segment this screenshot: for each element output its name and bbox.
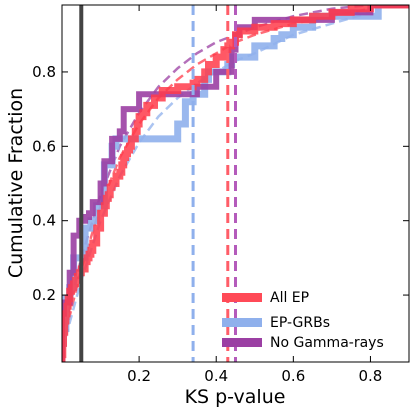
series-line-all-ep [62,5,409,362]
axis-ticks: 0.2 0.4 0.6 0.8 0.2 0.4 0.6 0.8 [32,5,409,385]
cdf-series [62,5,409,362]
legend-swatch-all-ep [222,293,262,302]
legend-label-all-ep: All EP [270,290,309,306]
x-tick-label: 0.8 [359,367,383,385]
x-tick-label: 0.4 [204,367,228,385]
y-tick-label: 0.6 [32,137,56,155]
legend-label-no-gamma-rays: No Gamma-rays [270,335,384,351]
x-tick-label: 0.6 [281,367,305,385]
plot-frame [61,4,410,363]
x-tick-label: 0.2 [127,367,151,385]
vertical-reference-lines [79,5,237,362]
y-axis-label: Cumulative Fraction [5,88,27,278]
x-axis-label: KS p-value [185,386,286,408]
y-tick-label: 0.4 [32,212,56,230]
legend-swatch-ep-grbs [222,318,262,327]
y-tick-label: 0.2 [32,286,56,304]
legend: All EP EP-GRBs No Gamma-rays [222,290,384,351]
legend-swatch-no-gamma-rays [222,338,262,347]
legend-label-ep-grbs: EP-GRBs [270,315,330,331]
y-tick-label: 0.8 [32,63,56,81]
